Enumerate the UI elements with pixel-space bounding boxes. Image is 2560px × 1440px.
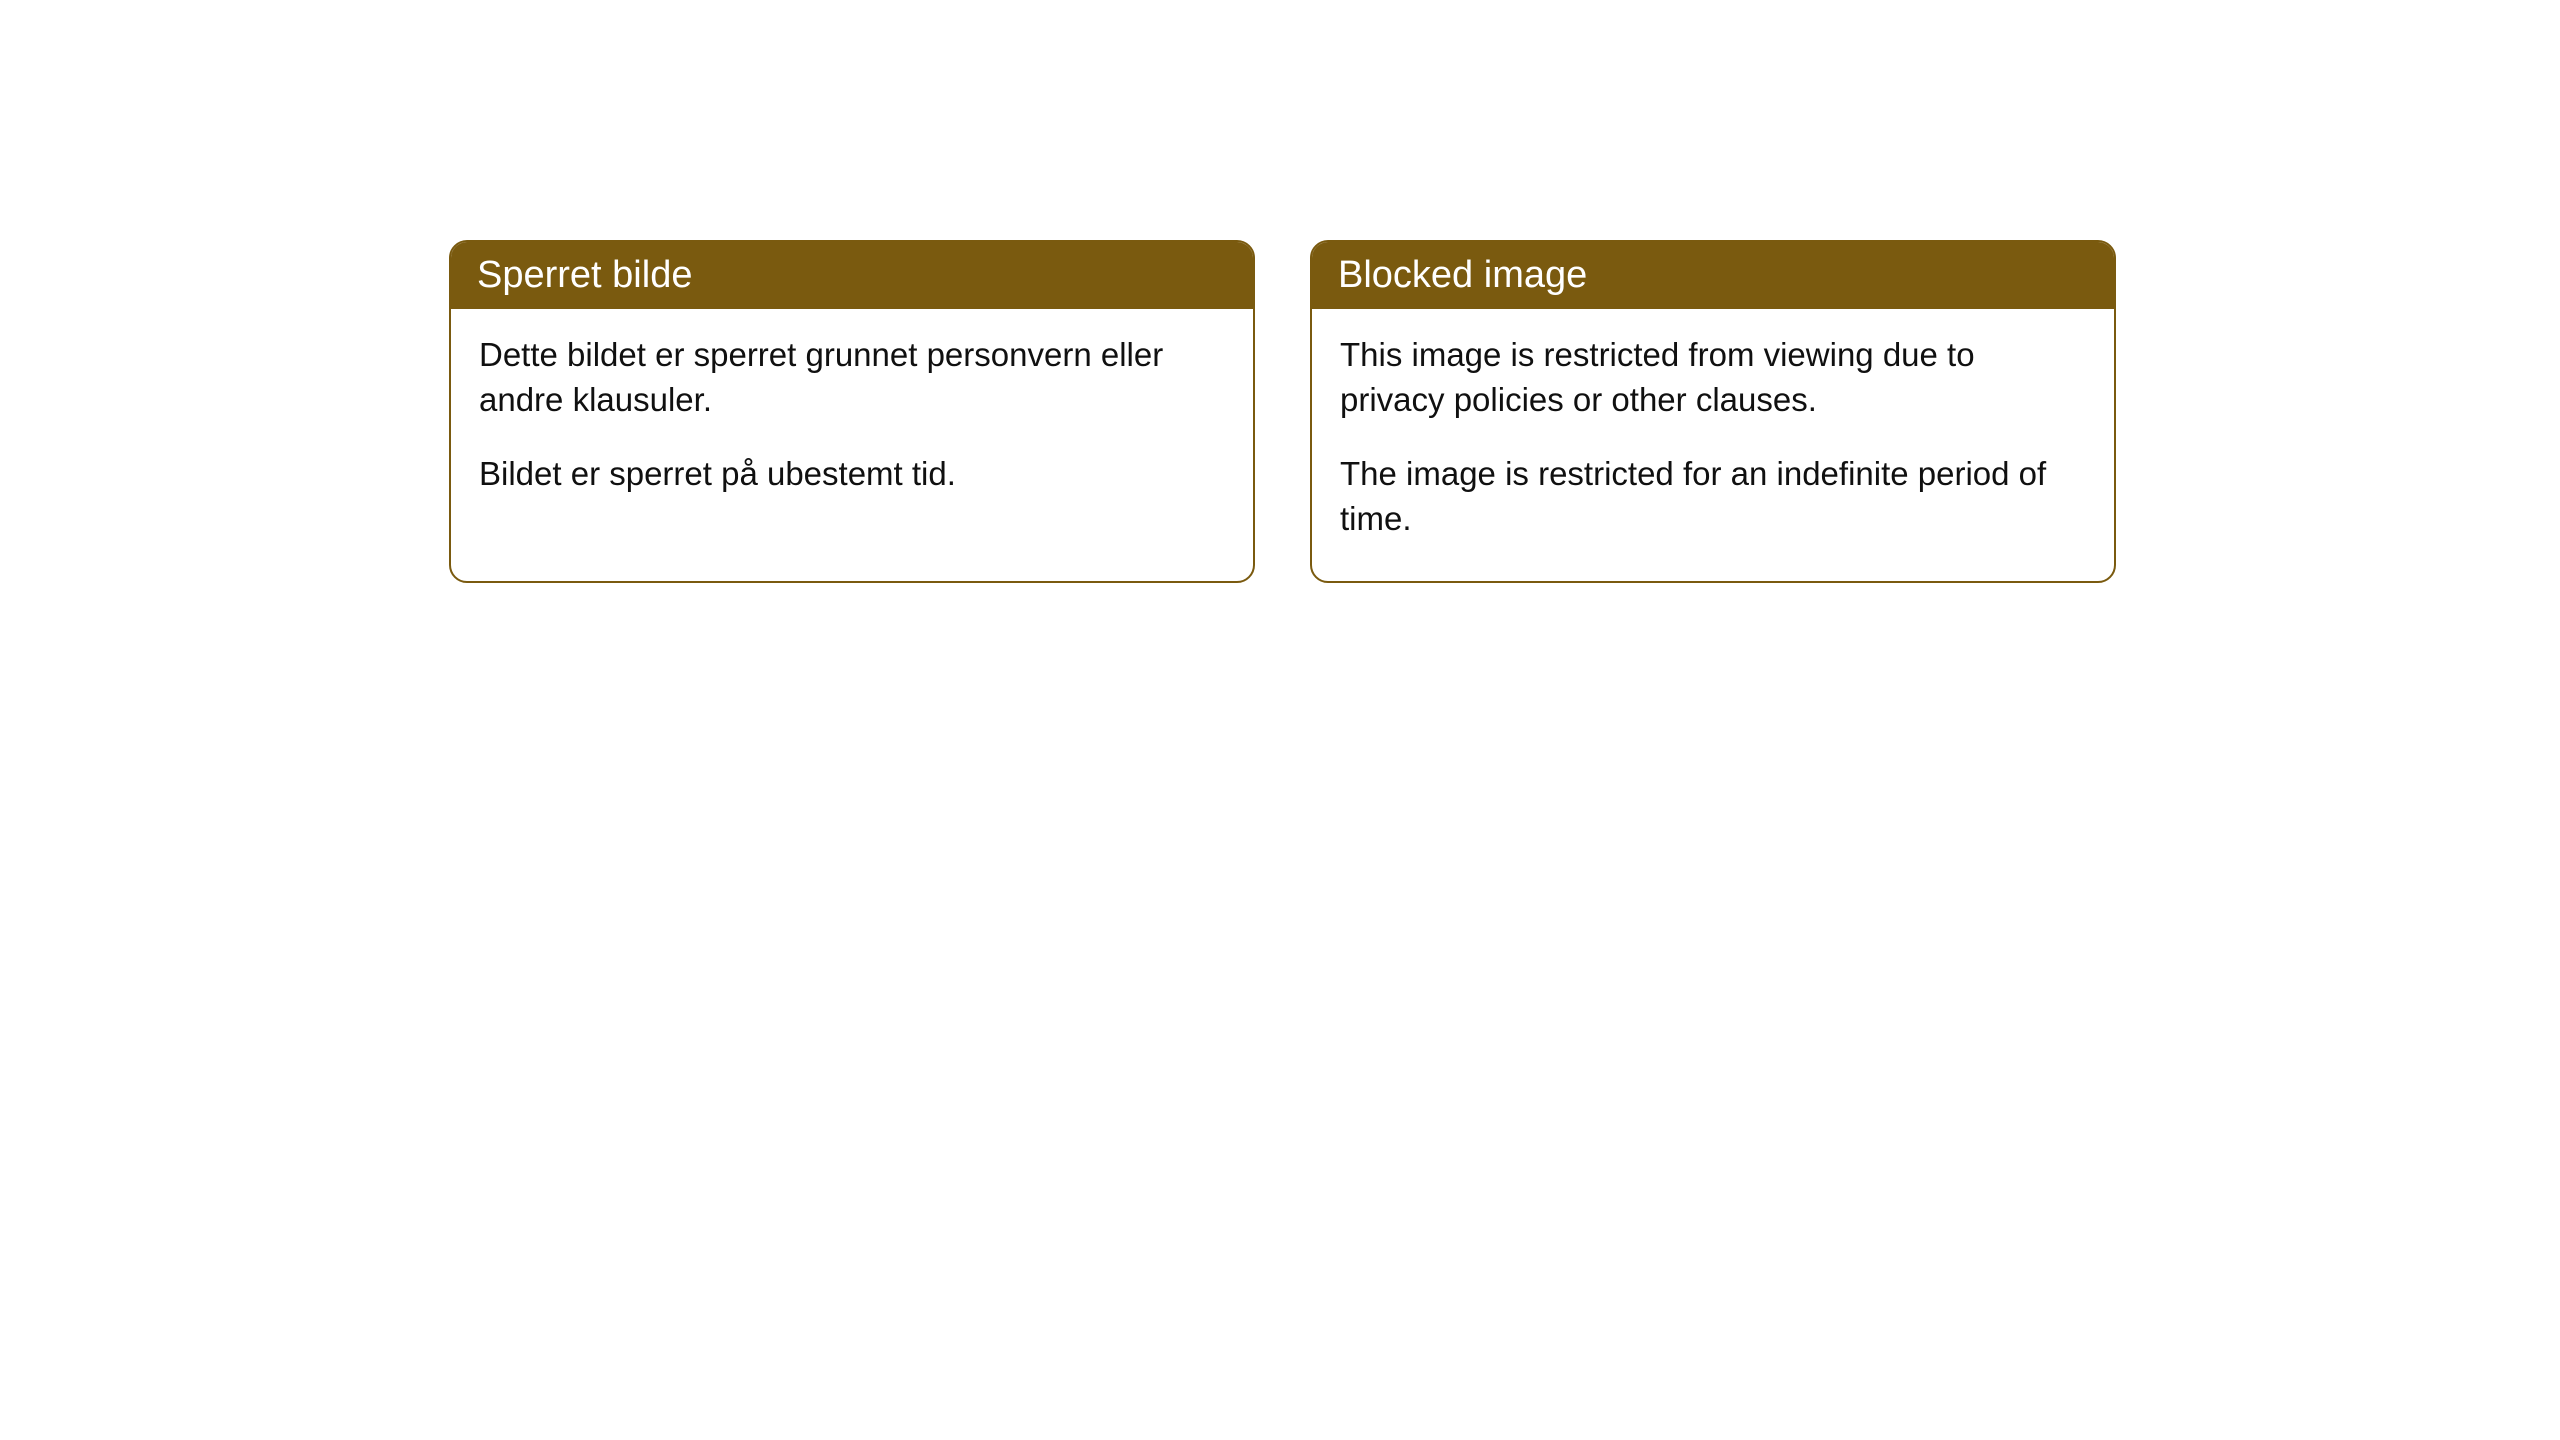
card-body-no: Dette bildet er sperret grunnet personve… (451, 309, 1253, 537)
blocked-image-card-no: Sperret bilde Dette bildet er sperret gr… (449, 240, 1255, 583)
cards-container: Sperret bilde Dette bildet er sperret gr… (449, 240, 2116, 583)
card-title-no: Sperret bilde (451, 242, 1253, 309)
card-title-en: Blocked image (1312, 242, 2114, 309)
card-body-en: This image is restricted from viewing du… (1312, 309, 2114, 581)
card-paragraph: This image is restricted from viewing du… (1340, 333, 2086, 422)
card-paragraph: Dette bildet er sperret grunnet personve… (479, 333, 1225, 422)
blocked-image-card-en: Blocked image This image is restricted f… (1310, 240, 2116, 583)
card-paragraph: The image is restricted for an indefinit… (1340, 452, 2086, 541)
card-paragraph: Bildet er sperret på ubestemt tid. (479, 452, 1225, 497)
